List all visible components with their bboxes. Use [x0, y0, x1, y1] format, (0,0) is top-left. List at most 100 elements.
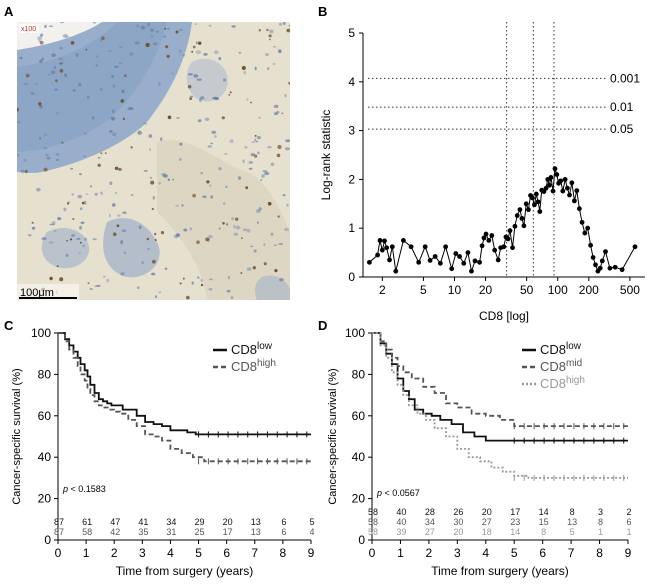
nucleus-dot [278, 22, 283, 26]
nucleus-dot [152, 196, 155, 200]
nucleus-dot [278, 49, 282, 54]
nucleus-dot [246, 267, 252, 271]
nucleus-dot [39, 33, 44, 37]
chart-b-point [489, 233, 495, 238]
chart-d-x-tick-label: 2 [426, 546, 433, 560]
nucleus-dot [256, 221, 259, 224]
nucleus-dot [70, 167, 74, 170]
nucleus-dot [197, 276, 200, 279]
chart-c-risk-number: 25 [195, 527, 205, 537]
nucleus-dot [210, 195, 214, 199]
nucleus-dot [41, 237, 47, 240]
chart-b-x-tick-label: 5 [420, 283, 427, 297]
chart-b-point [382, 238, 387, 244]
nucleus-dot [288, 24, 290, 27]
chart-c-risk-number: 42 [110, 527, 120, 537]
chart-b-point [408, 244, 414, 250]
nucleus-dot [244, 146, 248, 149]
chart-b-point [375, 252, 380, 258]
cd8-positive-cell [164, 27, 167, 30]
nucleus-dot [189, 227, 193, 231]
nucleus-dot [58, 57, 63, 61]
nucleus-dot [285, 147, 290, 151]
chart-c-series-high-curve [58, 332, 311, 463]
nucleus-dot [189, 95, 194, 98]
chart-b-point [512, 223, 518, 229]
nucleus-dot [182, 53, 186, 57]
chart-c-x-tick-label: 4 [167, 546, 174, 560]
cd8-positive-cell [31, 221, 34, 224]
chart-c-risk-number: 47 [110, 517, 120, 527]
nucleus-dot [79, 225, 83, 230]
nucleus-dot [207, 145, 212, 148]
nucleus-dot [141, 261, 144, 265]
chart-c-x-tick-label: 0 [55, 546, 62, 560]
nucleus-dot [195, 41, 198, 45]
cd8-positive-cell [165, 45, 169, 49]
cd8-positive-cell [101, 36, 105, 40]
chart-b-point [619, 267, 625, 273]
chart-b-point [367, 259, 372, 265]
chart-b-x-tick-label: 20 [479, 283, 493, 297]
cd8-positive-cell [205, 237, 210, 242]
cd8-positive-cell [196, 240, 200, 244]
chart-b-point [546, 182, 552, 188]
cd8-positive-cell [104, 152, 107, 155]
cd8-positive-cell [146, 237, 149, 241]
nucleus-dot [89, 185, 92, 188]
cd8-positive-cell [206, 180, 210, 184]
chart-b-point [483, 231, 489, 237]
cd8-positive-cell [38, 102, 42, 106]
nucleus-dot [223, 202, 226, 205]
cd8-positive-cell [56, 265, 59, 268]
nucleus-dot [57, 217, 62, 221]
cd8-positive-cell [24, 169, 28, 174]
cd8-positive-cell [254, 134, 257, 137]
nucleus-dot [225, 185, 228, 188]
nucleus-dot [64, 73, 67, 77]
nucleus-dot [136, 24, 139, 28]
chart-d-risk-number: 14 [539, 507, 549, 517]
chart-d-legend-label: CD8high [540, 375, 585, 391]
chart-b-point [597, 265, 603, 271]
nucleus-dot [92, 238, 97, 241]
nucleus-dot [138, 225, 142, 230]
nucleus-dot [103, 275, 106, 278]
cd8-positive-cell [154, 232, 157, 236]
nucleus-dot [89, 288, 93, 290]
chart-b-point [574, 188, 580, 194]
chart-d-risk-number: 26 [453, 507, 463, 517]
nucleus-dot [208, 24, 212, 27]
chart-d-risk-number: 40 [396, 517, 406, 527]
nucleus-dot [227, 275, 231, 280]
chart-c-risk-number: 61 [82, 517, 92, 527]
nucleus-dot [112, 84, 116, 88]
nucleus-dot [200, 172, 204, 175]
chart-c-risk-number: 20 [223, 517, 233, 527]
chart-d-x-tick-label: 8 [596, 546, 603, 560]
cd8-positive-cell [97, 163, 101, 167]
chart-b-y-tick-label: 5 [348, 26, 355, 40]
nucleus-dot [250, 245, 253, 248]
cd8-positive-cell [288, 81, 290, 85]
nucleus-dot [203, 53, 208, 56]
nucleus-dot [233, 232, 239, 236]
chart-d-risk-number: 30 [453, 517, 463, 527]
chart-b-point [579, 219, 585, 225]
chart-b-point [593, 262, 598, 268]
chart-b-x-tick-label: 200 [579, 283, 599, 297]
chart-b-point [492, 247, 498, 253]
cd8-positive-cell [266, 28, 269, 32]
chart-d-risk-number: 34 [425, 517, 435, 527]
chart-b-point [632, 244, 638, 250]
nucleus-dot [48, 25, 54, 27]
chart-b-point [588, 242, 593, 248]
cd8-positive-cell [268, 34, 272, 38]
chart-b-point [377, 238, 383, 243]
nucleus-dot [44, 24, 47, 29]
nucleus-dot [238, 176, 241, 180]
nucleus-dot [109, 181, 113, 185]
nucleus-dot [129, 52, 134, 56]
nucleus-dot [150, 35, 154, 38]
